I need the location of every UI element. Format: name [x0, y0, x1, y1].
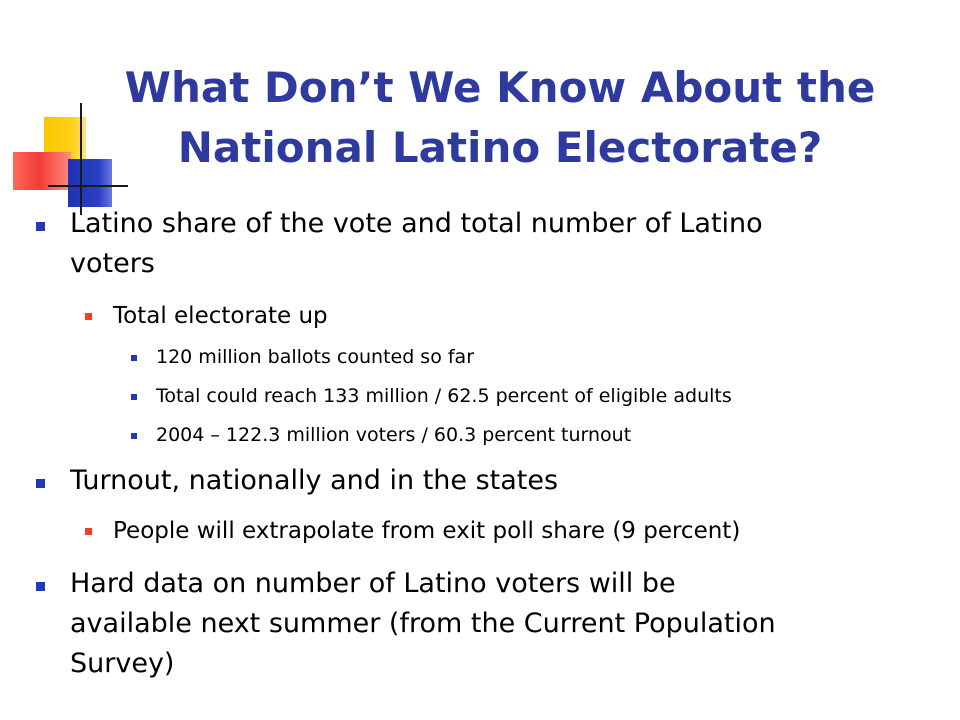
bullet-item-latino-share: Latino share of the vote and total numbe…: [36, 204, 940, 284]
bullet-marker: [85, 313, 92, 320]
bullet-text-line: Survey): [70, 648, 175, 679]
slide-title: What Don’t We Know About the National La…: [60, 58, 940, 178]
bullet-item-ballots-counted: 120 million ballots counted so far: [131, 343, 936, 371]
bullet-text: People will extrapolate from exit poll s…: [113, 518, 741, 544]
bullet-text: 120 million ballots counted so far: [156, 346, 475, 368]
bullet-text: Total could reach 133 million / 62.5 per…: [156, 385, 732, 407]
bullet-marker: [131, 355, 137, 361]
bullet-text-line: available next summer (from the Current …: [70, 608, 776, 639]
slide-title-line-1: What Don’t We Know About the: [124, 63, 876, 112]
bullet-marker: [85, 528, 92, 535]
bullet-text-line: Hard data on number of Latino voters wil…: [70, 568, 676, 599]
bullet-item-2004-turnout: 2004 – 122.3 million voters / 60.3 perce…: [131, 421, 936, 449]
logo-horizontal-line: [48, 185, 128, 187]
slide-title-line-2: National Latino Electorate?: [177, 123, 823, 172]
bullet-text: Turnout, nationally and in the states: [70, 465, 559, 496]
logo-vertical-line: [80, 103, 82, 215]
bullet-item-turnout: Turnout, nationally and in the states: [36, 461, 940, 501]
bullet-item-total-reach: Total could reach 133 million / 62.5 per…: [131, 382, 946, 410]
bullet-text-line: Latino share of the vote and total numbe…: [70, 208, 763, 239]
bullet-text-line: voters: [70, 248, 155, 279]
bullet-marker: [36, 582, 45, 591]
bullet-item-exit-poll: People will extrapolate from exit poll s…: [85, 515, 943, 547]
bullet-text: Total electorate up: [113, 303, 328, 329]
bullet-item-hard-data: Hard data on number of Latino voters wil…: [36, 564, 945, 684]
bullet-marker: [131, 433, 137, 439]
bullet-item-total-electorate: Total electorate up: [85, 300, 933, 332]
bullet-text: 2004 – 122.3 million voters / 60.3 perce…: [156, 424, 632, 446]
bullet-marker: [36, 222, 45, 231]
logo-blue-square: [68, 159, 112, 207]
bullet-marker: [131, 394, 137, 400]
logo-red-rectangle: [13, 152, 71, 190]
bullet-marker: [36, 479, 45, 488]
